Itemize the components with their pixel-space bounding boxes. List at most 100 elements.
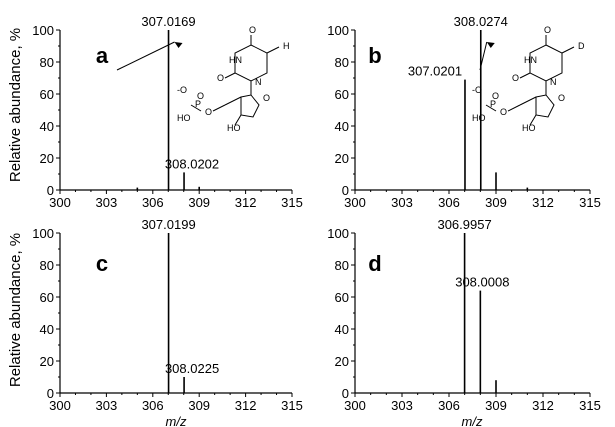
- structure-atom-label: O: [512, 73, 519, 83]
- y-tick-label: 60: [40, 290, 54, 305]
- y-axis-title-bottom: Relative abundance, %: [7, 233, 24, 387]
- x-axis-title-right: m/z: [462, 414, 483, 427]
- sugar-ring: [240, 94, 260, 118]
- structure-atom-label: O: [492, 91, 499, 101]
- bond: [519, 96, 537, 106]
- peak-label: 308.0225: [165, 361, 219, 376]
- y-tick-label: 100: [327, 23, 349, 38]
- x-tick-label: 315: [579, 195, 601, 210]
- x-tick-label: 309: [188, 398, 210, 413]
- x-tick-label: 315: [579, 398, 601, 413]
- panel-letter: a: [96, 43, 109, 68]
- panel-letter: b: [368, 43, 381, 68]
- bond: [507, 104, 521, 112]
- x-tick-label: 315: [281, 398, 303, 413]
- y-tick-label: 100: [32, 23, 54, 38]
- panel-d: 0 20 40 60 80 100 300 303 306 309 312 315 306.9957 30…: [327, 217, 601, 413]
- x-tick-label: 303: [96, 195, 118, 210]
- x-tick-label: 303: [391, 398, 413, 413]
- y-tick-label: 40: [335, 119, 349, 134]
- y-tick-label: 20: [40, 151, 54, 166]
- peak-label: 307.0169: [141, 14, 195, 29]
- arrow-head: [174, 42, 183, 48]
- structure-atom-label: O: [500, 107, 507, 117]
- x-tick-label: 315: [281, 195, 303, 210]
- y-tick-label: 100: [327, 226, 349, 241]
- peak-label: 308.0202: [165, 156, 219, 171]
- y-tick-label: 20: [335, 354, 349, 369]
- y-tick-label: 0: [342, 183, 349, 198]
- x-tick-label: 312: [235, 398, 257, 413]
- y-tick-label: 0: [47, 386, 54, 401]
- structure-atom-label: HN: [229, 55, 242, 65]
- structure-atom-label: O: [249, 25, 256, 35]
- y-tick-label: 40: [40, 322, 54, 337]
- y-tick-label: 40: [335, 322, 349, 337]
- peak-label: 307.0201: [408, 64, 462, 79]
- y-tick-label: 20: [40, 354, 54, 369]
- structure-atom-label: HO: [472, 113, 486, 123]
- structure-atom-label: HN: [524, 55, 537, 65]
- x-tick-label: 312: [532, 195, 554, 210]
- y-axis-title-top: Relative abundance, %: [7, 28, 24, 182]
- structure-atom-label: HO: [522, 123, 536, 133]
- pointer-arrow: [116, 41, 175, 71]
- structure-atom-label: D: [578, 41, 585, 51]
- structure-atom-label: O: [544, 25, 551, 35]
- bond: [266, 46, 280, 54]
- panel-letter: c: [96, 251, 108, 276]
- x-tick-label: 300: [344, 195, 366, 210]
- structure-atom-label: HO: [177, 113, 191, 123]
- bond: [224, 72, 236, 79]
- bond: [234, 114, 242, 126]
- structure-atom-label: O: [205, 107, 212, 117]
- x-tick-label: 309: [485, 398, 507, 413]
- bond: [485, 104, 497, 112]
- bond: [224, 96, 242, 106]
- bond: [529, 114, 537, 126]
- structure-atom-label: H: [283, 41, 290, 51]
- x-tick-label: 312: [235, 195, 257, 210]
- x-tick-label: 303: [391, 195, 413, 210]
- bond: [190, 104, 202, 112]
- y-tick-label: 80: [40, 258, 54, 273]
- structure-atom-label: N: [255, 77, 262, 87]
- panel-b: 0 20 40 60 80 100 300 303 306 309 312 315 307.0201 30…: [327, 14, 601, 210]
- bond: [519, 72, 531, 79]
- panel-a: 0 20 40 60 80 100 300 303 306 309 312 315 307.0169 30…: [32, 14, 303, 210]
- panel-c: 0 20 40 60 80 100 300 303 306 309 312 315 307.0199 30…: [32, 217, 303, 413]
- structure-atom-label: -O: [472, 85, 482, 95]
- x-tick-label: 306: [438, 398, 460, 413]
- peak-label: 308.0274: [454, 14, 508, 29]
- y-tick-label: 80: [335, 258, 349, 273]
- x-tick-label: 309: [188, 195, 210, 210]
- x-tick-label: 306: [438, 195, 460, 210]
- y-tick-label: 100: [32, 226, 54, 241]
- peak-label: 308.0008: [455, 275, 509, 290]
- pointer-arrow: [479, 41, 488, 71]
- x-tick-label: 300: [344, 398, 366, 413]
- x-tick-label: 300: [49, 398, 71, 413]
- bond: [212, 104, 226, 112]
- structure-atom-label: P: [195, 99, 201, 109]
- y-tick-label: 40: [40, 119, 54, 134]
- y-tick-label: 20: [335, 151, 349, 166]
- y-tick-label: 80: [335, 55, 349, 70]
- structure-atom-label: O: [263, 93, 270, 103]
- structure-atom-label: O: [197, 91, 204, 101]
- bond: [561, 46, 575, 54]
- x-tick-label: 306: [142, 398, 164, 413]
- x-tick-label: 300: [49, 195, 71, 210]
- structure-atom-label: O: [217, 73, 224, 83]
- x-tick-label: 309: [485, 195, 507, 210]
- arrow-head: [486, 42, 495, 48]
- structure-atom-label: HO: [227, 123, 241, 133]
- x-axis-title-left: m/z: [166, 414, 187, 427]
- x-tick-label: 306: [142, 195, 164, 210]
- structure-atom-label: P: [490, 99, 496, 109]
- y-tick-label: 60: [40, 87, 54, 102]
- peak-label: 307.0199: [141, 217, 195, 232]
